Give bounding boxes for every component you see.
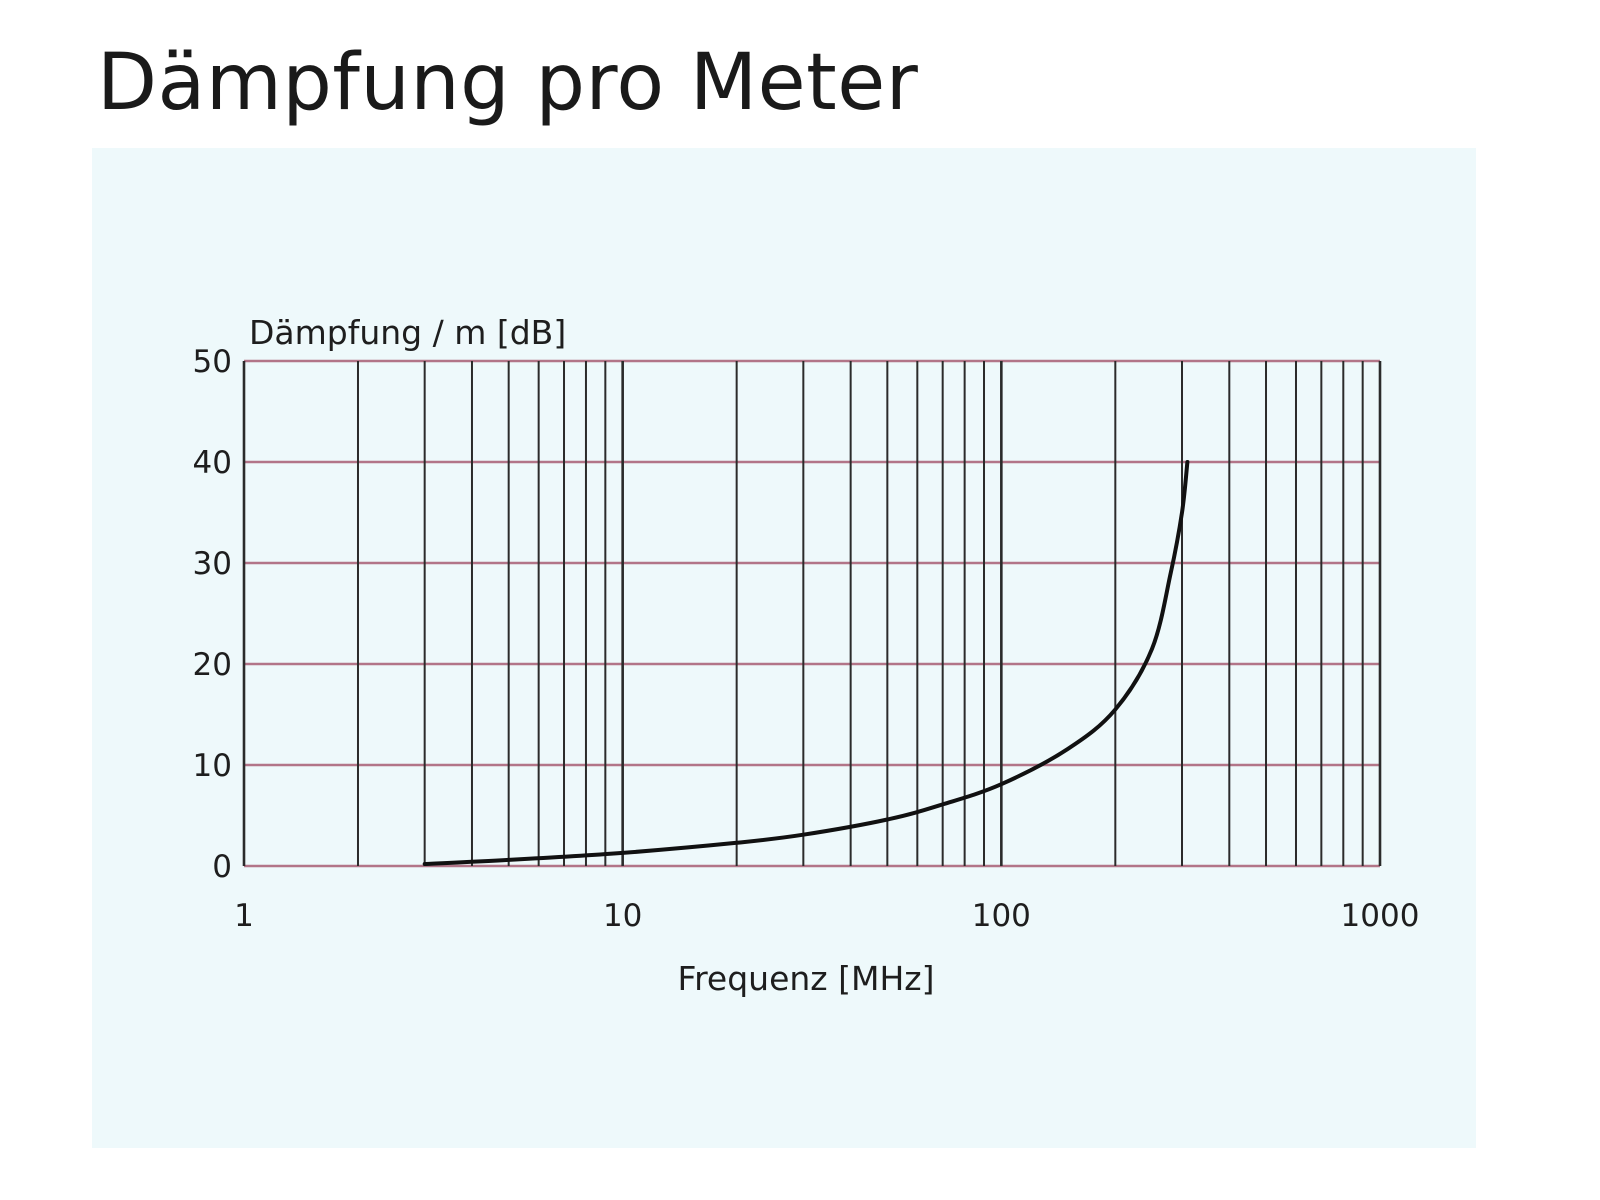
x-tick-label-10: 10 xyxy=(603,898,642,934)
attenuation-curve-0 xyxy=(422,460,1190,866)
y-axis-label: Dämpfung / m [dB] xyxy=(249,313,566,352)
x-tick-label-1000: 1000 xyxy=(1341,898,1420,934)
curve-layer xyxy=(422,460,1190,866)
vertical-gridlines xyxy=(242,361,1382,866)
y-tick-label-0: 0 xyxy=(212,849,232,885)
x-tick-labels: 1 10 100 1000 xyxy=(234,898,1419,934)
y-tick-label-40: 40 xyxy=(193,445,232,481)
chart-panel xyxy=(92,148,1476,1148)
y-tick-label-20: 20 xyxy=(193,647,232,683)
x-tick-label-1: 1 xyxy=(234,898,254,934)
chart-title: Dämpfung pro Meter xyxy=(97,38,919,128)
y-tick-label-10: 10 xyxy=(193,748,232,784)
y-tick-label-50: 50 xyxy=(193,344,232,380)
x-tick-label-100: 100 xyxy=(972,898,1031,934)
x-axis-label: Frequenz [MHz] xyxy=(678,959,935,998)
y-tick-label-30: 30 xyxy=(193,546,232,582)
y-tick-labels: 0 10 20 30 40 50 xyxy=(193,344,232,885)
horizontal-gridlines xyxy=(244,359,1380,868)
